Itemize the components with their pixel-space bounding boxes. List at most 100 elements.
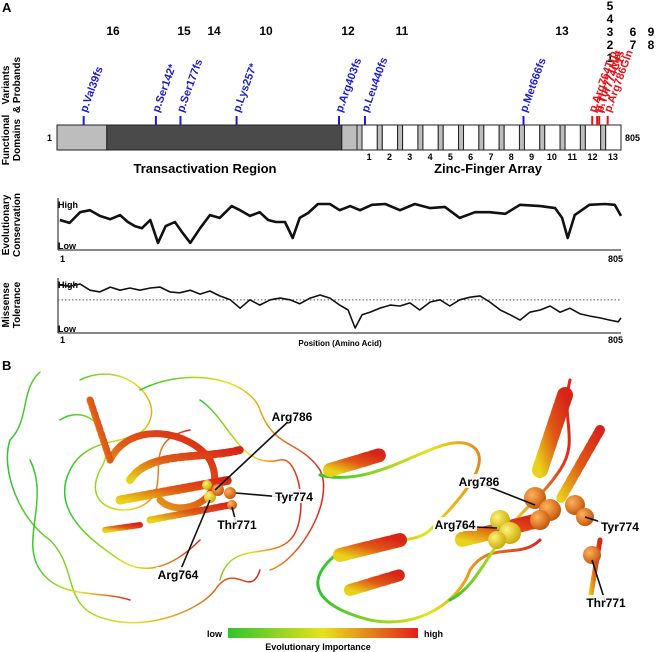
colorbar	[228, 628, 418, 638]
residue-label: Arg764	[158, 568, 199, 582]
axis-start: 1	[60, 254, 65, 264]
proband-number: 16	[106, 24, 120, 38]
proband-number: 6	[630, 25, 637, 39]
region-label: Zinc-Finger Array	[434, 161, 543, 176]
zinc-finger	[422, 124, 439, 151]
y-tick-label: High	[58, 200, 78, 210]
row-label: Conservation	[12, 193, 23, 257]
region-label: Transactivation Region	[133, 161, 276, 176]
zinc-finger	[381, 124, 399, 151]
residue-label: Arg764	[435, 518, 476, 532]
proband-number: 4	[607, 12, 614, 26]
domain-region	[106, 124, 343, 151]
zinc-finger-number: 2	[387, 152, 392, 162]
y-tick-label: Low	[58, 324, 77, 334]
domain-region	[56, 124, 108, 151]
proband-number: 12	[341, 24, 355, 38]
zinc-finger-number: 13	[608, 152, 618, 162]
zinc-finger	[442, 124, 460, 151]
zinc-finger-linker	[478, 124, 485, 151]
row-label: Missense	[1, 282, 12, 327]
zinc-finger-number: 7	[488, 152, 493, 162]
domain-region	[341, 124, 358, 151]
proband-number: 11	[396, 24, 409, 38]
panel-label: A	[2, 0, 12, 15]
row-label: Variants	[1, 65, 12, 104]
protein-structure-right	[316, 378, 605, 624]
variant-label: p.Arg403fs	[334, 56, 365, 114]
zinc-finger	[463, 124, 480, 151]
zinc-finger-linker	[397, 124, 404, 151]
zinc-finger-number: 4	[428, 152, 433, 162]
zinc-finger-linker	[498, 124, 505, 151]
residue-label: Thr771	[586, 596, 626, 610]
proband-number: 3	[607, 25, 614, 39]
proband-number: 15	[177, 24, 191, 38]
proband-number: 7	[630, 38, 637, 52]
label-bg	[156, 567, 200, 581]
zinc-finger-linker	[376, 124, 383, 151]
row-label: Domains	[12, 118, 23, 161]
axis-end: 805	[608, 254, 623, 264]
residue-label: Arg786	[272, 410, 313, 424]
label-bg	[270, 409, 314, 423]
proband-number: 1	[607, 51, 614, 65]
leader-line	[214, 417, 293, 491]
proband-number: 10	[259, 24, 273, 38]
row-label: Functional	[1, 115, 12, 166]
zinc-finger-linker	[579, 124, 586, 151]
leader-line	[177, 499, 211, 577]
zinc-finger	[361, 124, 378, 151]
colorbar-low: low	[207, 629, 223, 639]
zinc-finger	[605, 124, 622, 151]
zinc-finger-linker	[539, 124, 546, 151]
colorbar-high: high	[424, 629, 443, 639]
protein-structure-left	[6, 371, 325, 624]
label-bg	[598, 519, 642, 533]
x-axis-label: Position (Amino Acid)	[298, 339, 382, 348]
label-bg	[584, 595, 628, 609]
variant-label: p.Ser177fs	[175, 58, 205, 114]
axis-end: 805	[625, 133, 640, 143]
residue-label: Arg786	[459, 475, 500, 489]
zinc-finger-number: 9	[529, 152, 534, 162]
zinc-finger-linker	[600, 124, 607, 151]
variant-label: p.Val39fs	[78, 65, 106, 114]
zinc-finger-linker	[559, 124, 566, 151]
row-label: Evolutionary	[1, 194, 12, 255]
proband-number: 14	[207, 24, 221, 38]
panel-label: B	[2, 358, 11, 373]
axis-start: 1	[47, 133, 52, 143]
variant-label: p.Ser142*	[150, 62, 179, 114]
y-tick-label: High	[58, 280, 78, 290]
proband-number: 9	[648, 25, 655, 39]
proband-number: 5	[607, 0, 614, 13]
zinc-finger	[483, 124, 500, 151]
zinc-finger-linker	[518, 124, 525, 151]
label-bg	[215, 517, 259, 531]
variant-label: p.Lys257*	[231, 61, 260, 114]
zinc-finger-number: 1	[367, 152, 372, 162]
zinc-finger-linker	[356, 124, 363, 151]
axis-start: 1	[60, 335, 65, 345]
row-label: & Probands	[12, 57, 23, 114]
axis-end: 805	[608, 335, 623, 345]
zinc-finger	[503, 124, 520, 151]
residue-label: Tyr774	[601, 520, 639, 534]
colorbar-title: Evolutionary Importance	[265, 642, 371, 652]
zinc-finger-linker	[458, 124, 465, 151]
zinc-finger-number: 5	[448, 152, 453, 162]
zinc-finger	[564, 124, 581, 151]
trend-line	[59, 202, 623, 245]
proband-number: 2	[607, 38, 614, 52]
residue-label: Tyr774	[275, 490, 313, 504]
zinc-finger-linker	[437, 124, 444, 151]
variant-label: p.Met666fs	[518, 56, 549, 114]
zinc-finger-number: 11	[567, 152, 577, 162]
zinc-finger-number: 3	[407, 152, 412, 162]
zinc-finger	[584, 124, 602, 151]
zinc-finger-number: 6	[468, 152, 473, 162]
zinc-finger	[523, 124, 541, 151]
trend-line	[59, 283, 622, 329]
